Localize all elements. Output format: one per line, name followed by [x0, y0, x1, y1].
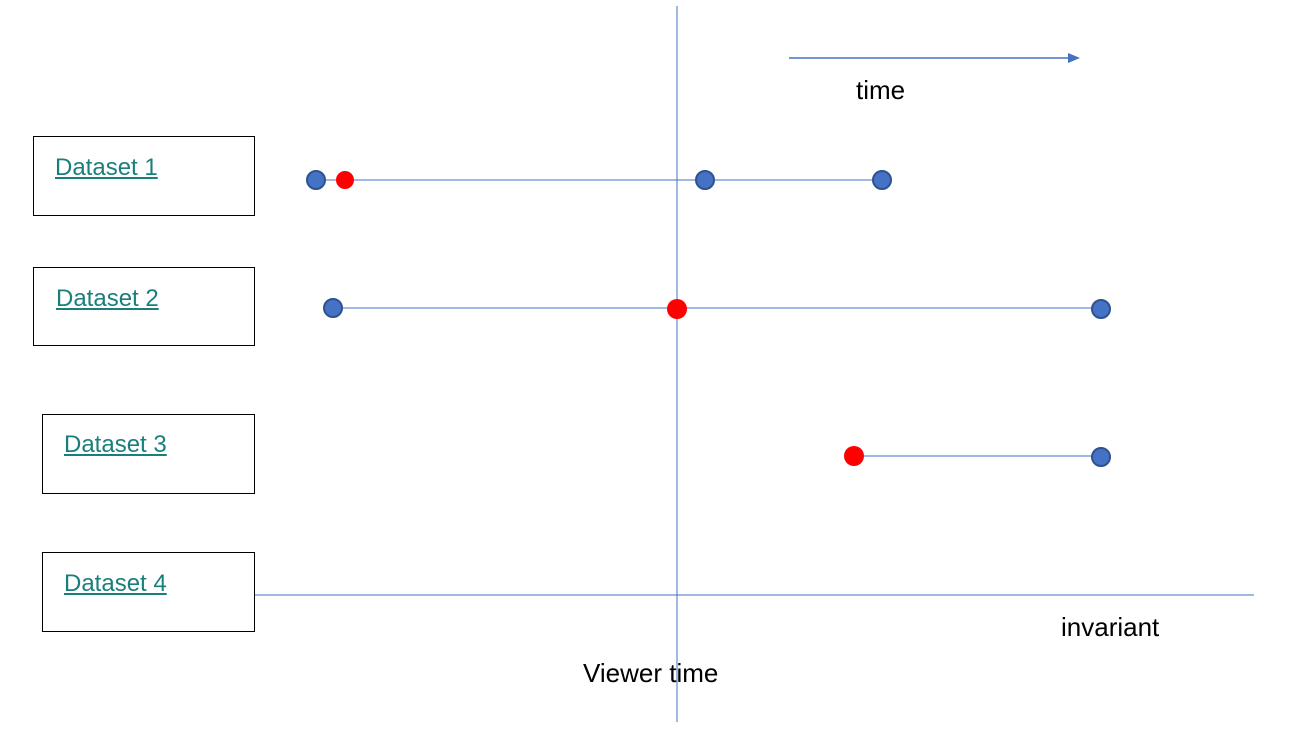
- dataset-3-point-red: [844, 446, 864, 466]
- time-label: time: [856, 75, 906, 105]
- viewer-time-label: Viewer time: [583, 658, 719, 688]
- dataset-2-point-blue: [1091, 299, 1111, 319]
- dataset-2-point-red: [667, 299, 687, 319]
- dataset-1-point-blue: [695, 170, 715, 190]
- dataset-3-point-blue: [1091, 447, 1111, 467]
- dataset-1-box: Dataset 1: [33, 136, 255, 216]
- dataset-2-box: Dataset 2: [33, 267, 255, 346]
- dataset-2-point-blue: [323, 298, 343, 318]
- dataset-1-link[interactable]: Dataset 1: [55, 154, 158, 181]
- dataset-4-link[interactable]: Dataset 4: [64, 570, 167, 597]
- dataset-1-point-blue: [306, 170, 326, 190]
- dataset-3-link[interactable]: Dataset 3: [64, 431, 167, 458]
- dataset-1-point-blue: [872, 170, 892, 190]
- invariant-label: invariant: [1061, 612, 1160, 642]
- dataset-3-box: Dataset 3: [42, 414, 255, 494]
- dataset-2-link[interactable]: Dataset 2: [56, 285, 159, 312]
- dataset-4-box: Dataset 4: [42, 552, 255, 632]
- dataset-1-point-red: [336, 171, 354, 189]
